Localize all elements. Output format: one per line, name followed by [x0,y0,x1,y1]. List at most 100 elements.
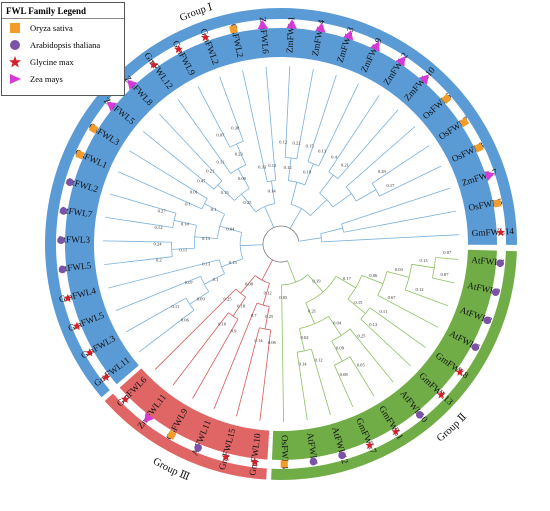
branch-line [345,126,416,188]
red-star-icon [9,55,21,67]
branch-value: 0.24 [154,241,163,246]
branch-value: 0.19 [303,170,312,175]
branch-value: 0.06 [369,273,378,278]
red-star-icon [436,390,446,399]
purple-circle-icon [66,178,74,187]
legend-title: FWL Family Legend [2,3,124,19]
branch-value: 0.14 [255,338,264,343]
branch-value: 0.12 [268,163,277,168]
purple-circle-icon [57,236,65,244]
red-star-icon [496,227,506,237]
branch-value: 0.15 [229,260,238,265]
branch-line [129,150,208,199]
purple-circle-icon [10,39,20,50]
orange-square-icon [75,149,85,160]
magenta-triangle-icon [395,56,405,67]
branch-value: 0.47 [197,179,206,184]
red-star-icon [200,32,210,42]
branch-line [219,76,244,142]
branch-line [110,193,177,214]
branch-value: 0.15 [354,300,363,305]
branch-line [104,256,173,266]
purple-circle-icon [194,443,202,452]
branch-value: 0.08 [340,372,349,377]
group1-sector [64,27,497,385]
branch-line [361,275,384,285]
branch-value: 0.21 [308,308,317,313]
branch-line [298,237,322,242]
branch-line [386,271,410,278]
branch-value: 0.14 [299,362,308,367]
branch-value: 0.09 [238,176,247,181]
legend-box: FWL Family Legend Oryza sativa Arabidops… [1,2,125,96]
branch-line [319,174,334,194]
branch-value: 0.11 [179,248,188,253]
branch-value: 0.04 [333,320,342,325]
branch-line [174,219,197,226]
branch-value: 0.06 [268,340,277,345]
branch-line [237,168,250,189]
branch-line [177,98,232,174]
branch-value: 0.02 [301,335,310,340]
branch-line [328,316,342,336]
branch-line [332,193,352,208]
branch-value: 0.4 [331,155,337,160]
branch-value: 0.13 [369,322,378,327]
branch-line [108,259,220,289]
tree-branches [103,66,459,422]
legend-label-oryza: Oryza sativa [30,22,73,33]
leaf-label: AtFWL5 [58,260,93,274]
branch-line [435,257,459,260]
branch-line [139,309,195,353]
branch-line [307,274,324,293]
magenta-triangle-icon [370,41,380,52]
branch-line [192,318,239,399]
branch-value: 0.23 [235,152,244,157]
branch-value: 0.13 [318,148,327,153]
branch-line [296,68,314,159]
branch-value: 0.14 [268,189,277,194]
branch-line [321,234,459,243]
red-star-icon [365,440,375,449]
branch-value: 0.29 [378,169,387,174]
branch-value: 0.15 [221,190,230,195]
branch-line [355,189,377,202]
branch-value: 0.07 [185,280,194,285]
branch-value: 0.07 [443,250,452,255]
branch-value: 0.12 [154,225,163,230]
legend-label-zea: Zea mays [30,73,63,84]
branch-line [299,328,305,352]
branch-line [347,298,366,314]
branch-value: 0.03 [395,267,404,272]
branch-line [213,302,258,410]
purple-circle-icon [471,343,480,351]
branch-value: 0.17 [343,276,352,281]
red-star-icon [174,44,183,54]
branch-line [281,284,284,422]
branch-line [172,312,229,386]
branch-line [290,182,298,205]
branch-line [204,273,225,285]
branch-line [217,184,235,201]
red-star-icon [85,348,95,357]
purple-circle-icon [491,288,500,296]
branch-line [320,227,343,235]
branch-line [236,327,260,417]
branch-line [261,259,273,281]
branch-line [289,208,302,229]
branch-line [118,171,203,210]
branch-line [154,288,237,370]
purple-circle-icon [58,265,67,274]
magenta-triangle-icon [127,79,138,90]
legend-label-arabidopsis: Arabidopsis thaliana [30,39,101,50]
magenta-triangle-icon [418,74,429,85]
orange-square-icon [441,93,452,105]
branch-arc [262,225,300,263]
red-star-icon [120,394,130,403]
branch-value: 0.27 [158,209,167,214]
branch-value: 0.17 [386,183,395,188]
branch-value: 0.87 [440,272,449,277]
branch-line [305,302,315,324]
branch-line [241,193,256,213]
branch-line [296,352,308,421]
